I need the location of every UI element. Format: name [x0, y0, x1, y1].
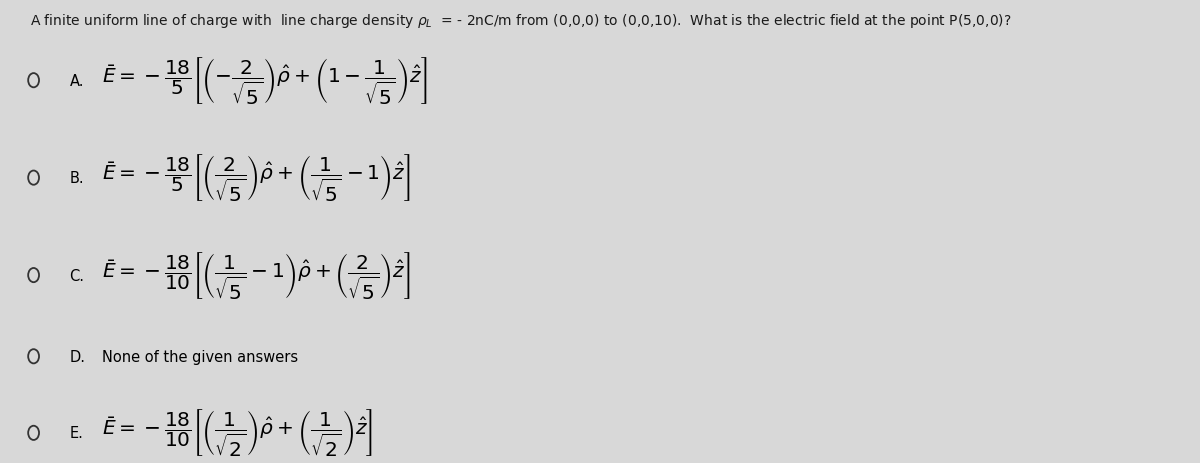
Text: $\bar{E}= -\dfrac{18}{5}\left[\left(\dfrac{2}{\sqrt{5}}\right)\hat{\rho}+\left(\: $\bar{E}= -\dfrac{18}{5}\left[\left(\dfr…	[102, 153, 410, 204]
Text: A.: A.	[70, 74, 84, 88]
Text: None of the given answers: None of the given answers	[102, 349, 298, 364]
Text: $\bar{E}= -\dfrac{18}{5}\left[\left(-\dfrac{2}{\sqrt{5}}\right)\hat{\rho}+\left(: $\bar{E}= -\dfrac{18}{5}\left[\left(-\df…	[102, 56, 427, 106]
Text: C.: C.	[70, 268, 84, 283]
Text: E.: E.	[70, 425, 84, 440]
Text: B.: B.	[70, 171, 84, 186]
Text: $\bar{E}= -\dfrac{18}{10}\left[\left(\dfrac{1}{\sqrt{2}}\right)\hat{\rho}+\left(: $\bar{E}= -\dfrac{18}{10}\left[\left(\df…	[102, 407, 373, 458]
Text: $\bar{E}= -\dfrac{18}{10}\left[\left(\dfrac{1}{\sqrt{5}}-1\right)\hat{\rho}+\lef: $\bar{E}= -\dfrac{18}{10}\left[\left(\df…	[102, 250, 410, 301]
Text: A finite uniform line of charge with  line charge density $\rho_L$  = - 2nC/m fr: A finite uniform line of charge with lin…	[30, 12, 1012, 30]
Text: D.: D.	[70, 349, 85, 364]
